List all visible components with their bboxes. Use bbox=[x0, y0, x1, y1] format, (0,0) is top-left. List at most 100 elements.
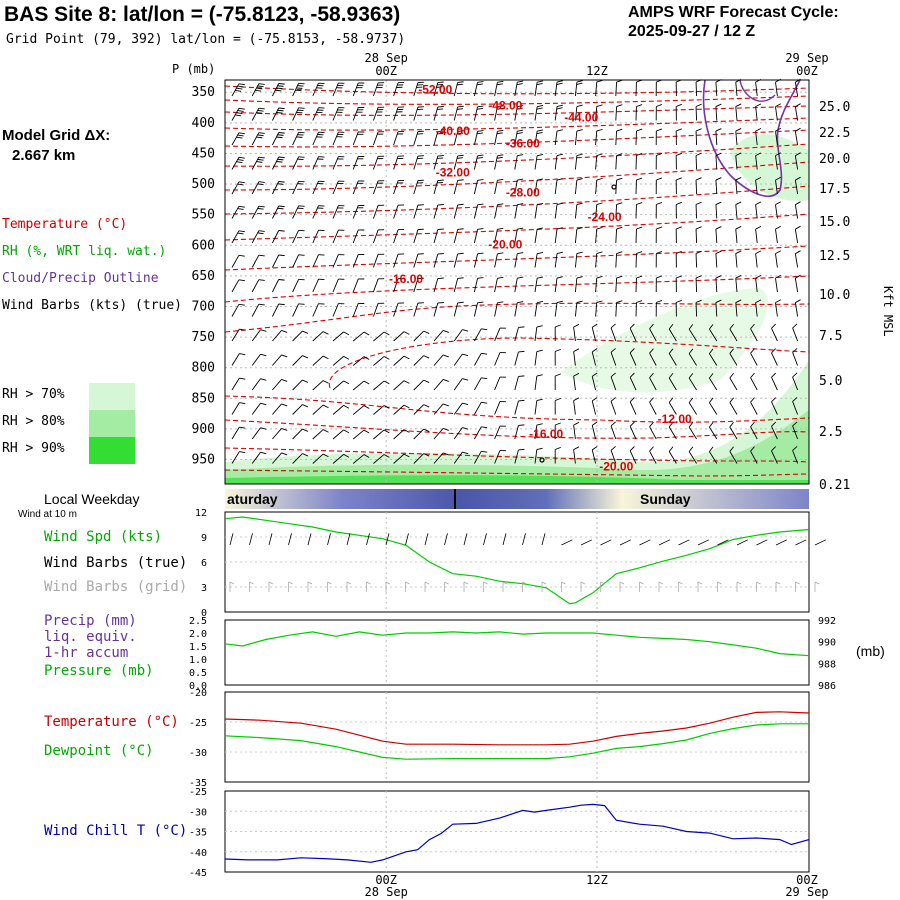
wind-barb-flag bbox=[755, 225, 762, 230]
wind-barb-flag bbox=[729, 397, 734, 403]
isotherm-8 bbox=[224, 213, 810, 241]
wind-barb-staff bbox=[755, 131, 758, 146]
wind-barb bbox=[655, 299, 663, 317]
wind-barb-staff bbox=[494, 204, 498, 219]
wind-barb bbox=[615, 226, 623, 244]
wind-barb bbox=[251, 451, 267, 464]
wind-barb-staff bbox=[794, 106, 799, 121]
wind-barb-flag bbox=[363, 380, 370, 385]
wind-barb bbox=[292, 156, 305, 170]
wind-barb-flag bbox=[688, 348, 694, 354]
wind-barb-flag bbox=[616, 275, 623, 279]
wind-barb bbox=[433, 179, 444, 195]
wind-barb-staff bbox=[433, 354, 444, 366]
wind-barb bbox=[514, 375, 525, 391]
wind-barb bbox=[675, 201, 682, 219]
wind-barb bbox=[453, 252, 464, 268]
wind-barb bbox=[251, 156, 265, 170]
surface-barb bbox=[424, 533, 429, 546]
surface-barb bbox=[307, 533, 312, 546]
wind-barb-flag bbox=[517, 105, 524, 108]
grid-barb-flag bbox=[483, 581, 488, 585]
wind-barb-flag bbox=[775, 127, 781, 132]
wind-barb bbox=[574, 251, 583, 268]
wind-barb bbox=[251, 279, 265, 293]
wind-barb-staff bbox=[373, 454, 385, 464]
wind-barb-staff bbox=[453, 427, 463, 440]
wind-barb-staff bbox=[514, 204, 518, 219]
wind-barb bbox=[514, 424, 525, 440]
wind-barb-flag bbox=[443, 329, 449, 333]
wind-barb-staff bbox=[251, 353, 261, 366]
wind-barb bbox=[494, 252, 504, 268]
wind-barb-flag bbox=[363, 356, 370, 360]
wind-at-label: Wind at 10 m bbox=[18, 509, 77, 520]
wind-barb bbox=[635, 275, 643, 293]
legend-rh80: RH > 80% bbox=[2, 414, 65, 429]
wind-barb bbox=[574, 129, 583, 146]
wind-barb-flag bbox=[556, 300, 563, 304]
wind-barb-staff bbox=[735, 131, 738, 146]
wind-barb-staff bbox=[271, 230, 280, 244]
temp-panel-frame bbox=[224, 691, 810, 783]
wind-barb-staff bbox=[595, 180, 598, 195]
wind-barb bbox=[534, 104, 544, 121]
wind-barb-flag bbox=[636, 275, 643, 279]
wind-barb bbox=[413, 404, 430, 415]
wind-barb-staff bbox=[473, 302, 478, 317]
wind-barb-flag bbox=[750, 421, 755, 427]
wind-barb-flag bbox=[729, 348, 734, 354]
wind-barb-flag bbox=[591, 421, 598, 426]
wind-barb-flag bbox=[629, 348, 635, 354]
wind-barb-staff bbox=[352, 229, 359, 244]
isotherm-5 bbox=[224, 143, 810, 167]
wind-barb-flag bbox=[629, 372, 635, 378]
wind-barb bbox=[372, 278, 385, 293]
wind-barb bbox=[373, 356, 390, 366]
wind-barb-staff bbox=[688, 402, 697, 415]
marker-point bbox=[611, 184, 617, 190]
wind-barb bbox=[729, 446, 738, 464]
wind-barb-flag bbox=[715, 275, 722, 279]
wind-barb-flag bbox=[792, 372, 798, 378]
wind-barb bbox=[715, 250, 722, 268]
wind-barb-staff bbox=[292, 303, 300, 317]
weekday-right: Sunday bbox=[640, 491, 691, 507]
wind-barb-flag bbox=[709, 422, 714, 428]
wind-barb-flag bbox=[555, 348, 561, 352]
wind-barb-flag bbox=[795, 274, 801, 279]
temp-label-7: -24.00 bbox=[588, 210, 622, 224]
grid-barb-flag bbox=[717, 581, 722, 585]
wind-barb-flag bbox=[596, 177, 603, 181]
wind-barb-staff bbox=[668, 451, 677, 464]
wind-barb-flag bbox=[688, 397, 694, 403]
wind-barb-flag bbox=[476, 132, 483, 135]
wind-barb-flag bbox=[278, 181, 285, 183]
forecast-cycle: AMPS WRF Forecast Cycle: 2025-09-27 / 12… bbox=[628, 3, 839, 41]
wind-barb-staff bbox=[794, 82, 799, 97]
wind-barb-staff bbox=[473, 180, 478, 195]
wind-barb-flag bbox=[709, 348, 714, 354]
wind-barb bbox=[554, 129, 563, 146]
wind-barb bbox=[251, 254, 265, 268]
wind-barb bbox=[332, 303, 345, 317]
wind-barb-flag bbox=[775, 299, 781, 304]
surface-barb bbox=[639, 539, 651, 546]
wind-barb-flag bbox=[497, 178, 504, 181]
wind-barb-flag bbox=[676, 152, 682, 156]
cross-section-frame bbox=[224, 79, 810, 485]
wind-barb-staff bbox=[372, 229, 379, 244]
wind-barb bbox=[473, 179, 484, 195]
wind-barb-staff bbox=[373, 356, 385, 366]
wind-barb-staff bbox=[514, 180, 518, 195]
forecast-cycle-line1: AMPS WRF Forecast Cycle: bbox=[628, 4, 839, 21]
wind-barb bbox=[433, 228, 444, 244]
wind-barb-flag bbox=[556, 202, 563, 206]
wind-barb-staff bbox=[715, 106, 718, 121]
label-wind-barbs-true: Wind Barbs (true) bbox=[44, 555, 188, 571]
wind-barb bbox=[312, 453, 329, 464]
isotherm-6 bbox=[224, 161, 810, 191]
windchill-tick--25: -25 bbox=[189, 787, 207, 798]
wind-barb-flag bbox=[437, 155, 444, 157]
wind-barb-staff bbox=[688, 328, 697, 342]
